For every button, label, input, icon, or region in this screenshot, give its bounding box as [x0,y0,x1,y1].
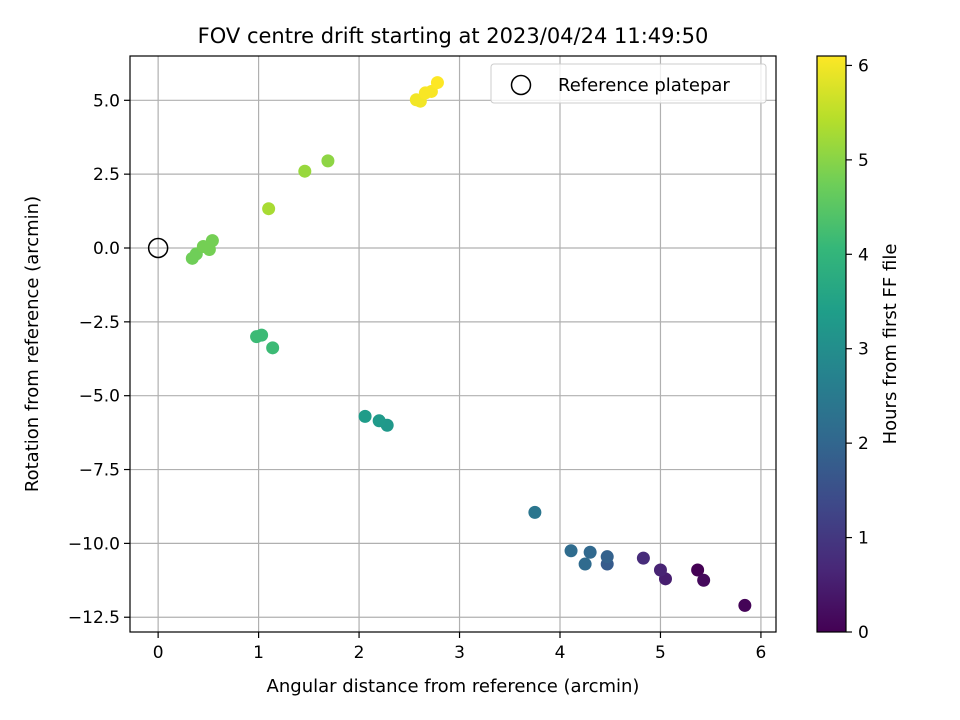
data-point [583,545,597,559]
plot-frame [129,55,777,633]
data-point [321,154,335,168]
grid-lines [130,56,776,632]
x-tick-label: 1 [253,643,264,663]
colorbar-label: Hours from first FF file [880,244,901,445]
colorbar-tick-label: 5 [858,151,869,171]
x-tick-label: 0 [153,643,164,663]
y-tick-label: −2.5 [79,313,120,333]
x-axis-ticks: 0 1 2 3 4 5 6 [153,632,767,663]
data-point [205,234,219,248]
colorbar-tick-label: 1 [858,529,869,549]
chart-title: FOV centre drift starting at 2023/04/24 … [198,24,709,48]
colorbar-tick-label: 6 [858,56,869,76]
colorbar-ticks: 0 1 2 3 4 5 6 [846,56,869,643]
legend: Reference platepar [490,63,767,104]
reference-platepar-marker [147,237,169,259]
data-point [600,550,614,564]
y-tick-label: 5.0 [93,91,120,111]
y-tick-label: −12.5 [68,608,120,628]
y-tick-label: −10.0 [68,534,120,554]
x-tick-label: 2 [354,643,365,663]
x-tick-label: 6 [756,643,767,663]
data-point [578,557,592,571]
x-tick-label: 4 [555,643,566,663]
legend-box [490,63,767,104]
data-point [262,202,276,216]
data-point [691,563,705,577]
data-point [564,544,578,558]
data-point [266,341,280,355]
legend-entry-reference: Reference platepar [558,75,730,96]
colorbar: 0 1 2 3 4 5 6 Hours from first FF file [816,55,901,643]
legend-marker-reference [510,74,532,96]
data-point [697,573,711,587]
x-axis-label: Angular distance from reference (arcmin) [267,676,640,697]
colorbar-tick-label: 0 [858,623,869,643]
colorbar-gradient [816,55,847,633]
y-tick-label: 0.0 [93,239,120,259]
data-point [358,409,372,423]
data-point [636,551,650,565]
y-tick-label: −7.5 [79,461,120,481]
data-point [298,164,312,178]
colorbar-tick-label: 4 [858,245,869,265]
data-point [430,76,444,90]
y-axis-label: Rotation from reference (arcmin) [22,196,43,492]
y-axis-ticks: 5.0 2.5 0.0 −2.5 −5.0 −7.5 −10.0 −12.5 [68,91,130,628]
data-point [372,414,386,428]
colorbar-tick-label: 2 [858,434,869,454]
data-point [738,598,752,612]
y-tick-label: 2.5 [93,165,120,185]
y-tick-label: −5.0 [79,387,120,407]
x-tick-label: 3 [454,643,465,663]
colorbar-tick-label: 3 [858,340,869,360]
x-tick-label: 5 [655,643,666,663]
data-point [653,563,667,577]
data-point [255,328,269,342]
data-point [528,505,542,519]
data-points [185,76,752,612]
